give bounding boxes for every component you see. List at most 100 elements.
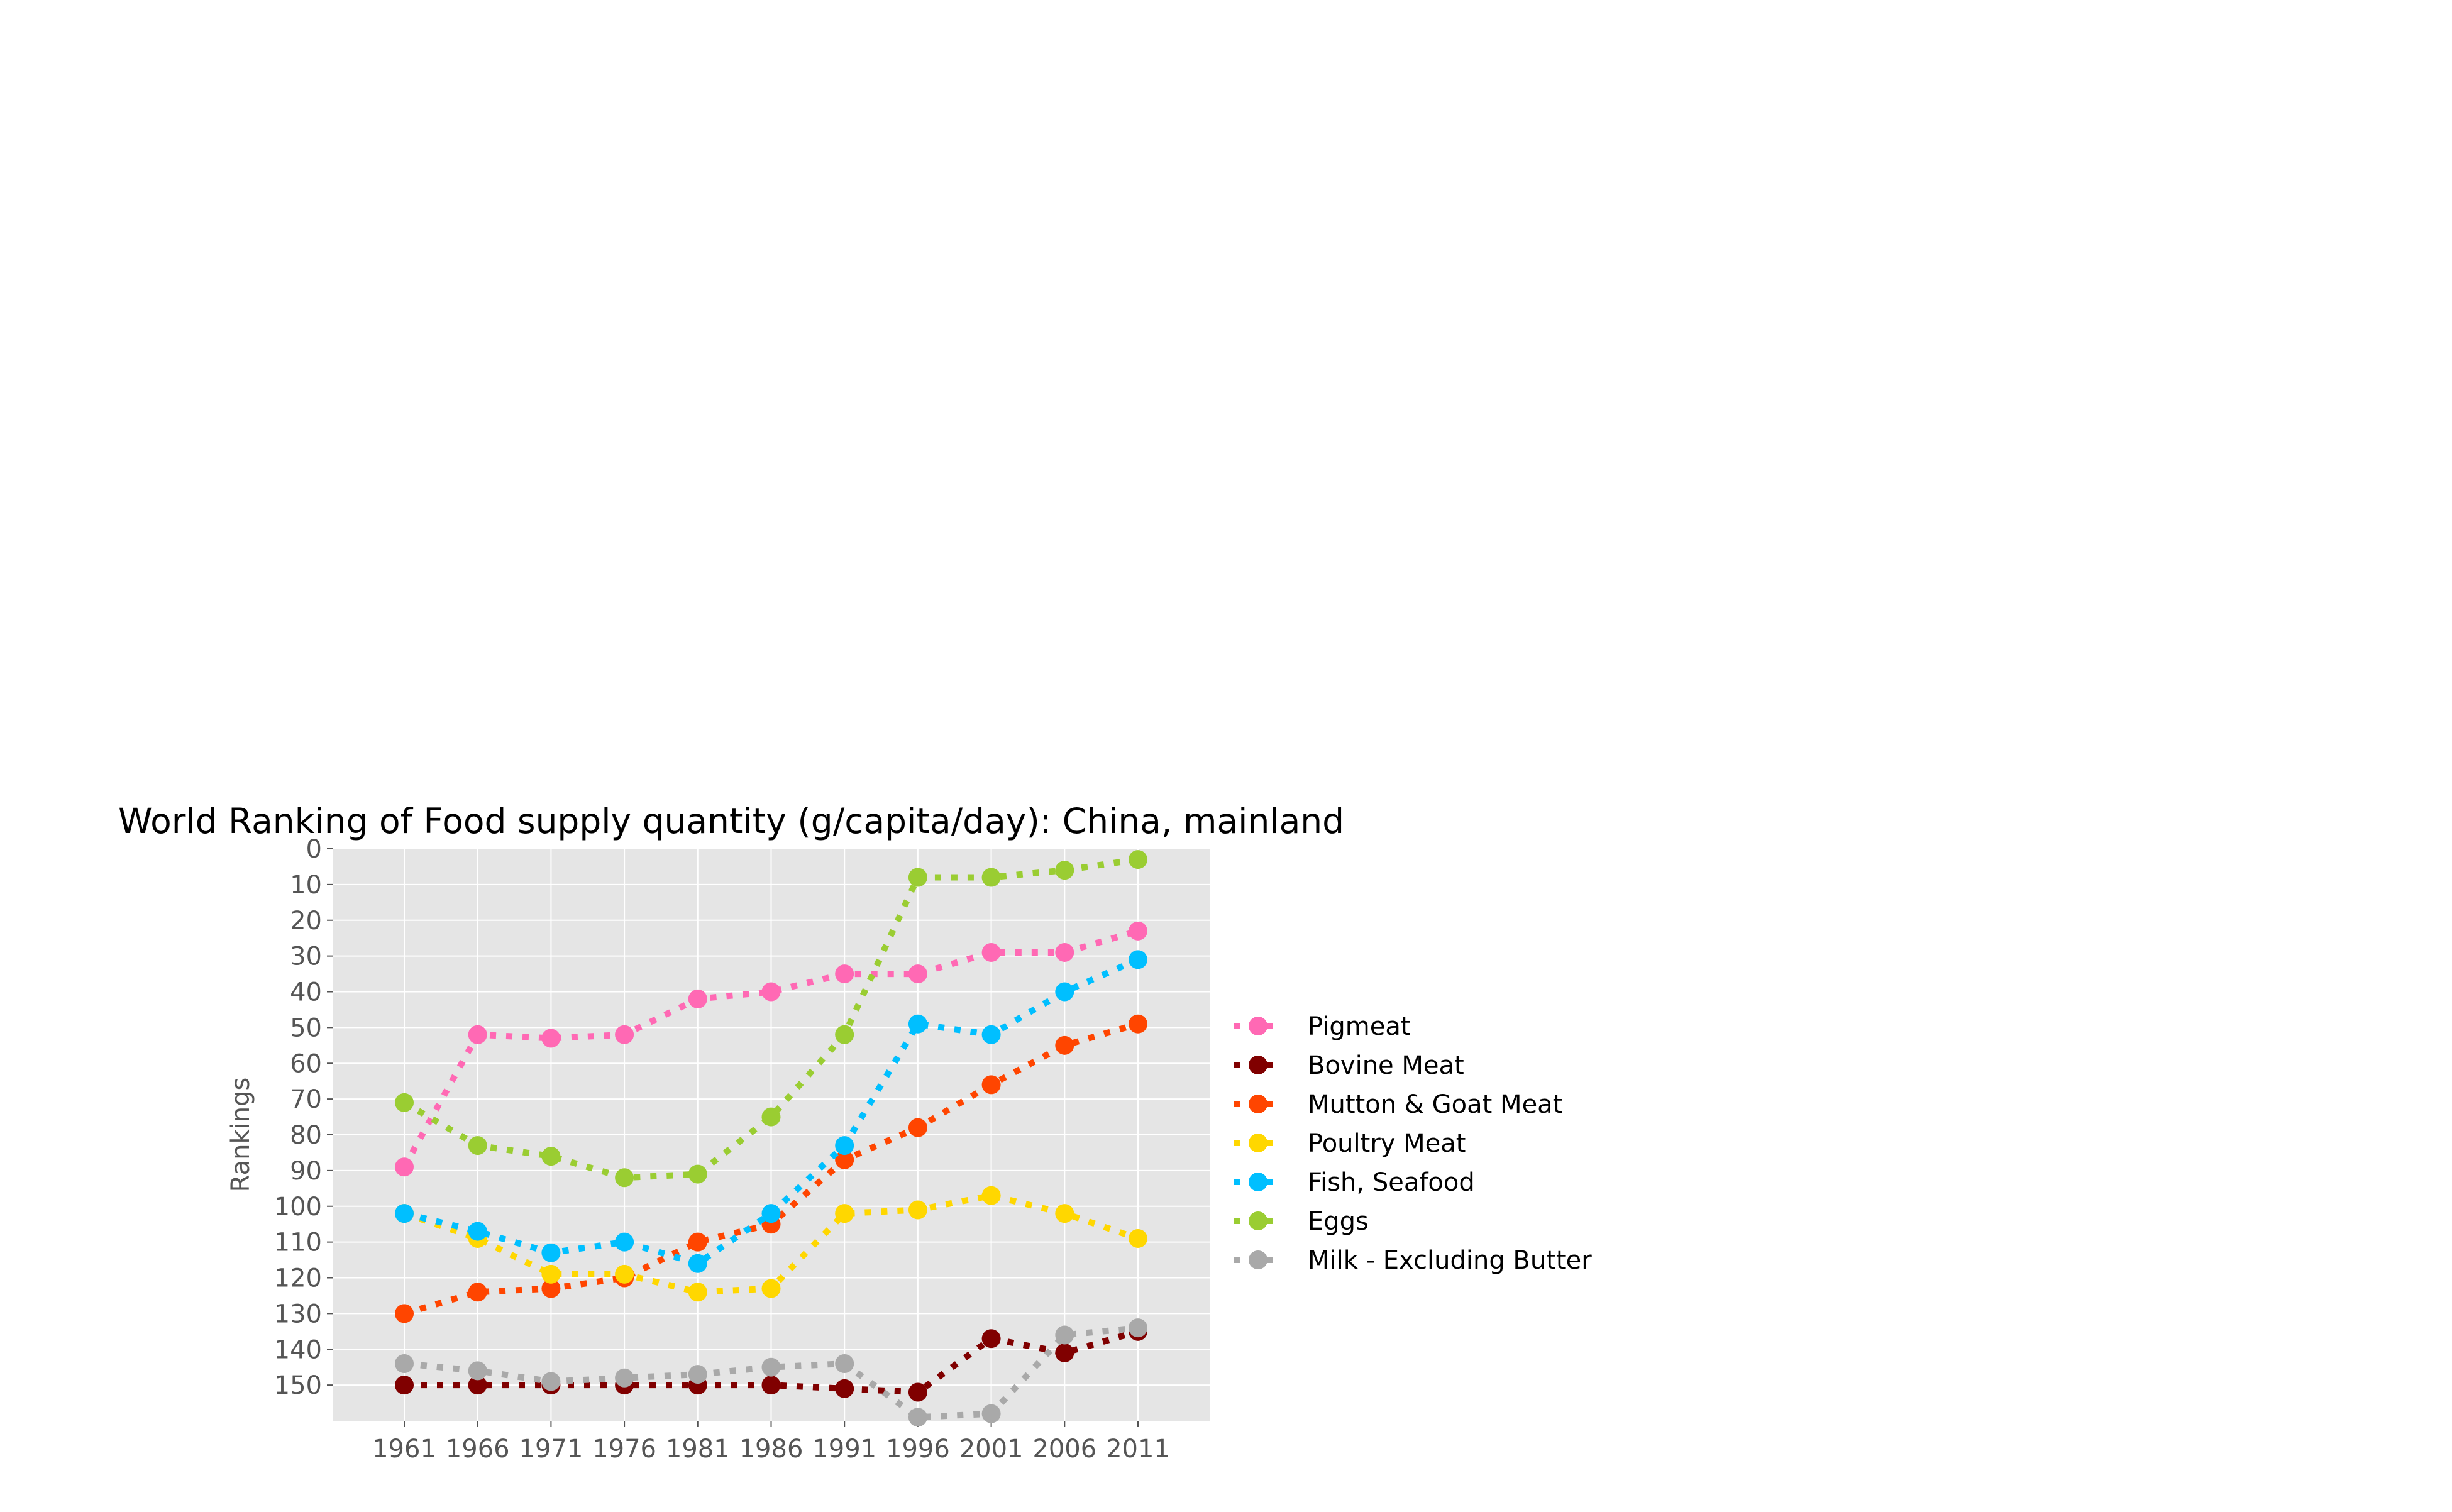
- legend-swatch-marker: [1249, 1211, 1267, 1230]
- data-point: [1055, 1035, 1074, 1055]
- y-tick-label: 10: [290, 871, 322, 900]
- data-point: [981, 868, 1001, 887]
- y-tick-label: 60: [290, 1049, 322, 1078]
- data-point: [908, 1382, 927, 1402]
- legend-label: Mutton & Goat Meat: [1308, 1090, 1562, 1119]
- data-point: [395, 1157, 414, 1177]
- series-fish-seafood: [395, 950, 1147, 1273]
- data-point: [908, 868, 927, 887]
- x-tick-label: 1971: [519, 1435, 583, 1464]
- series-line: [403, 956, 1140, 1267]
- series-eggs: [395, 850, 1147, 1188]
- data-point: [395, 1376, 414, 1395]
- data-point: [541, 1029, 561, 1048]
- series-milk-excluding-butter: [395, 1318, 1147, 1427]
- data-point: [835, 1379, 854, 1398]
- data-point: [761, 1357, 781, 1377]
- x-tick-label: 2011: [1106, 1435, 1170, 1464]
- data-point: [615, 1232, 634, 1252]
- data-point: [761, 1376, 781, 1395]
- y-tick-label: 20: [290, 907, 322, 935]
- y-tick-label: 100: [274, 1193, 322, 1222]
- legend-item: Fish, Seafood: [1234, 1168, 1475, 1197]
- y-tick-label: 120: [274, 1264, 322, 1293]
- x-tick-label: 1996: [886, 1435, 950, 1464]
- legend-swatch-marker: [1249, 1095, 1267, 1113]
- data-point: [1129, 1228, 1147, 1248]
- data-point: [541, 1243, 561, 1262]
- x-tick-label: 2006: [1032, 1435, 1096, 1464]
- data-point: [761, 1204, 781, 1223]
- series-line: [404, 1325, 1139, 1421]
- legend-swatch-marker: [1249, 1056, 1267, 1074]
- data-point: [908, 964, 927, 984]
- legend-label: Bovine Meat: [1308, 1051, 1464, 1080]
- data-point: [1055, 1325, 1074, 1345]
- legend-label: Poultry Meat: [1308, 1129, 1466, 1158]
- data-point: [761, 982, 781, 1002]
- series-line: [402, 856, 1139, 1181]
- data-point: [395, 1204, 414, 1223]
- series-line: [401, 928, 1139, 1169]
- series-poultry-meat: [395, 1186, 1147, 1302]
- data-point: [835, 1204, 854, 1223]
- data-point: [615, 1368, 634, 1388]
- data-point: [615, 1168, 634, 1188]
- data-point: [835, 964, 854, 984]
- x-tick-label: 1961: [372, 1435, 436, 1464]
- data-point: [468, 1376, 487, 1395]
- legend-item: Mutton & Goat Meat: [1234, 1090, 1562, 1119]
- x-tick-label: 1986: [739, 1435, 804, 1464]
- legend-item: Pigmeat: [1234, 1012, 1411, 1041]
- y-tick-label: 110: [274, 1228, 322, 1257]
- legend: Pigmeat Bovine Meat Mutton & Goat Meat Poul…: [1234, 1012, 1592, 1275]
- data-point: [908, 1408, 927, 1427]
- data-point: [688, 1283, 707, 1302]
- y-tick-label: 140: [274, 1335, 322, 1364]
- y-tick-label: 70: [290, 1085, 322, 1114]
- data-point: [468, 1361, 487, 1381]
- series-lines: [395, 850, 1147, 1427]
- data-point: [761, 1279, 781, 1298]
- data-point: [981, 1329, 1001, 1349]
- legend-item: Milk - Excluding Butter: [1234, 1246, 1592, 1275]
- data-point: [908, 1118, 927, 1137]
- data-point: [468, 1222, 487, 1241]
- data-point: [835, 1150, 854, 1169]
- y-tick-label: 90: [290, 1157, 322, 1186]
- data-point: [1055, 1343, 1074, 1362]
- y-tick-label: 40: [290, 978, 322, 1007]
- legend-item: Poultry Meat: [1234, 1129, 1466, 1158]
- data-point: [615, 1025, 634, 1044]
- x-tick-label: 2001: [959, 1435, 1024, 1464]
- data-point: [981, 1404, 1001, 1423]
- data-point: [688, 1365, 707, 1384]
- legend-label: Pigmeat: [1308, 1012, 1411, 1041]
- data-point: [1129, 1014, 1147, 1034]
- legend-swatch-marker: [1249, 1250, 1267, 1269]
- y-tick-label: 130: [274, 1300, 322, 1328]
- y-tick-label: 50: [290, 1013, 322, 1042]
- legend-label: Eggs: [1308, 1207, 1369, 1236]
- data-point: [541, 1147, 561, 1166]
- y-tick-label: 0: [306, 835, 322, 864]
- data-point: [1129, 921, 1147, 941]
- data-point: [395, 1304, 414, 1323]
- x-tick-label: 1976: [592, 1435, 656, 1464]
- data-point: [1055, 861, 1074, 880]
- data-point: [541, 1264, 561, 1284]
- legend-label: Fish, Seafood: [1308, 1168, 1475, 1197]
- data-point: [1129, 950, 1147, 969]
- data-point: [1055, 982, 1074, 1002]
- chart-title: World Ranking of Food supply quantity (g…: [118, 801, 1344, 841]
- data-point: [1055, 1204, 1074, 1223]
- data-point: [835, 1354, 854, 1373]
- data-point: [468, 1136, 487, 1156]
- data-point: [1129, 1318, 1147, 1338]
- data-point: [468, 1283, 487, 1302]
- data-point: [835, 1136, 854, 1156]
- x-tick-label: 1991: [812, 1435, 876, 1464]
- y-axis-ticks: 0 10 20 30 40 50 60 70 80 90 100 110 120 130 140 150: [274, 835, 333, 1400]
